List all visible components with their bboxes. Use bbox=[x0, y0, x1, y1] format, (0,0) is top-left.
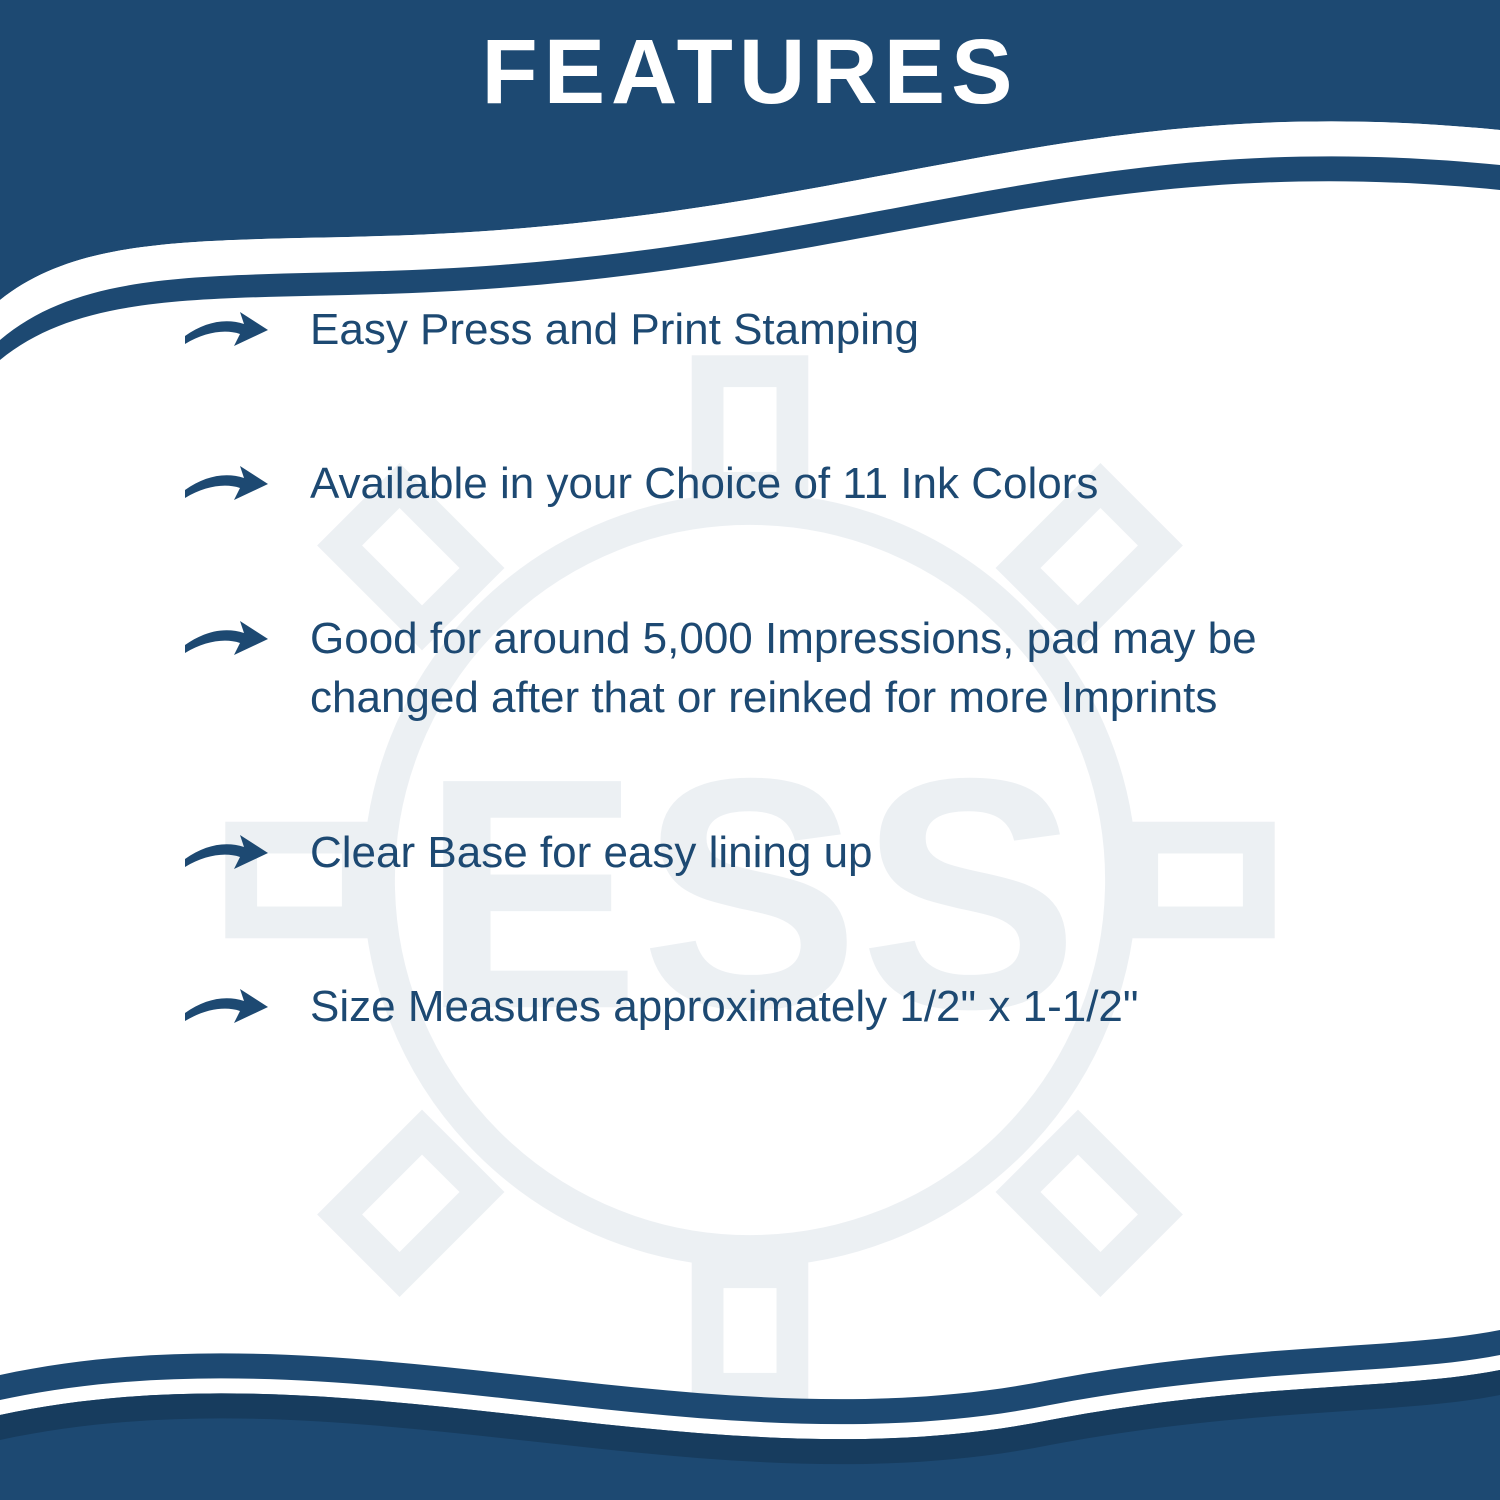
feature-text: Available in your Choice of 11 Ink Color… bbox=[310, 454, 1380, 513]
feature-text: Size Measures approximately 1/2" x 1-1/2… bbox=[310, 977, 1380, 1036]
footer-wave bbox=[0, 1280, 1500, 1500]
arrow-icon bbox=[180, 981, 270, 1031]
feature-item: Size Measures approximately 1/2" x 1-1/2… bbox=[180, 977, 1380, 1036]
page-title: FEATURES bbox=[0, 20, 1500, 125]
arrow-icon bbox=[180, 458, 270, 508]
infographic-canvas: ESS FEATURES Easy Press and Print Stampi… bbox=[0, 0, 1500, 1500]
features-list: Easy Press and Print Stamping Available … bbox=[180, 300, 1380, 1131]
feature-item: Clear Base for easy lining up bbox=[180, 823, 1380, 882]
arrow-icon bbox=[180, 613, 270, 663]
arrow-icon bbox=[180, 304, 270, 354]
arrow-icon bbox=[180, 827, 270, 877]
feature-text: Good for around 5,000 Impressions, pad m… bbox=[310, 609, 1380, 728]
feature-text: Easy Press and Print Stamping bbox=[310, 300, 1380, 359]
feature-item: Available in your Choice of 11 Ink Color… bbox=[180, 454, 1380, 513]
feature-item: Good for around 5,000 Impressions, pad m… bbox=[180, 609, 1380, 728]
feature-item: Easy Press and Print Stamping bbox=[180, 300, 1380, 359]
feature-text: Clear Base for easy lining up bbox=[310, 823, 1380, 882]
